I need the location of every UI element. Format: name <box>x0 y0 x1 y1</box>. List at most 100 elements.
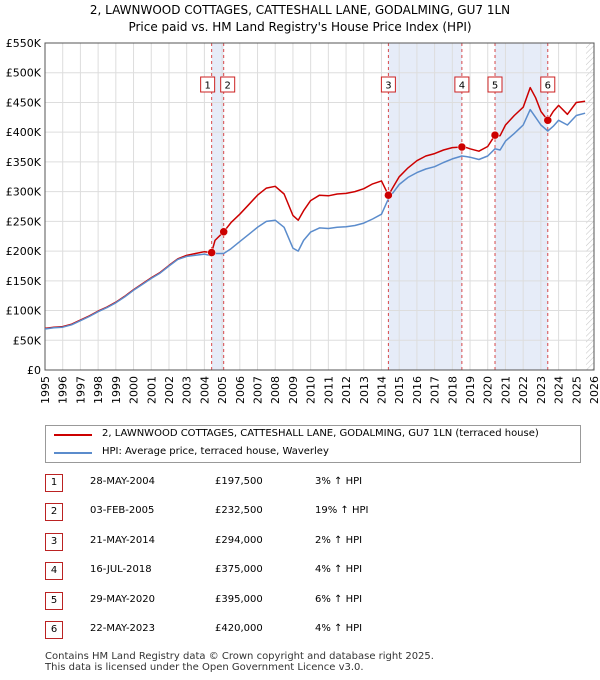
x-tick-label: 2013 <box>358 376 371 404</box>
sale-date: 28-MAY-2004 <box>90 476 156 487</box>
chart-title: 2, LAWNWOOD COTTAGES, CATTESHALL LANE, G… <box>0 2 600 36</box>
sale-hpi-change: 3% ↑ HPI <box>315 476 363 487</box>
sale-date: 29-MAY-2020 <box>90 593 156 605</box>
chart-title-line2: Price paid vs. HM Land Registry's House … <box>128 20 472 34</box>
legend-item-hpi: HPI: Average price, terraced house, Wave… <box>46 444 580 462</box>
y-tick-label: £150K <box>6 275 42 288</box>
ownership-period-shade <box>495 43 548 370</box>
x-tick-label: 2009 <box>287 376 300 404</box>
y-tick-label: £450K <box>6 96 42 109</box>
sale-date: 03-FEB-2005 <box>90 505 155 517</box>
plot-frame <box>44 42 595 371</box>
x-tick-label: 2015 <box>393 376 406 404</box>
x-tick-label: 2006 <box>234 376 247 404</box>
x-tick-label: 2016 <box>411 376 424 404</box>
hpi-line <box>44 108 586 330</box>
legend-label-hpi: HPI: Average price, terraced house, Wave… <box>102 446 329 457</box>
sale-price: £375,000 <box>215 564 263 576</box>
sale-row: 2 03-FEB-2005 £232,500 19% ↑ HPI <box>45 499 465 528</box>
footer-line2: This data is licensed under the Open Gov… <box>45 662 364 673</box>
x-tick-label: 1996 <box>57 376 70 404</box>
y-tick-label: £550K <box>6 37 42 50</box>
sale-date: 16-JUL-2018 <box>90 564 152 576</box>
sale-hpi-change: 4% ↑ HPI <box>315 564 363 576</box>
ownership-period-shade <box>388 43 462 370</box>
footer-line1: Contains HM Land Registry data © Crown c… <box>45 651 434 662</box>
x-tick-label: 2025 <box>570 376 583 404</box>
x-tick-label: 2010 <box>305 376 318 404</box>
y-tick-label: £100K <box>6 305 42 318</box>
sale-hpi-change: 2% ↑ HPI <box>315 534 363 546</box>
x-tick-label: 2003 <box>181 376 194 404</box>
footer-credits: Contains HM Land Registry data © Crown c… <box>45 651 434 673</box>
sale-point <box>543 116 553 125</box>
sale-row: 3 21-MAY-2014 £294,000 2% ↑ HPI <box>45 529 465 558</box>
x-tick-label: 2007 <box>252 376 265 404</box>
sale-number-label: 2 <box>225 81 231 92</box>
sale-point <box>207 248 216 257</box>
x-tick-label: 2020 <box>482 376 495 404</box>
x-tick-label: 2018 <box>446 376 459 404</box>
x-tick-label: 2023 <box>535 376 548 404</box>
y-tick-label: £400K <box>6 126 42 139</box>
sale-number-box <box>220 76 236 93</box>
x-tick-label: 1995 <box>39 376 52 404</box>
x-tick-label: 2000 <box>128 376 141 404</box>
sale-number-badge: 5 <box>45 591 63 610</box>
y-tick-label: £350K <box>6 156 42 169</box>
sale-number-box <box>454 76 470 93</box>
sale-number-box <box>200 76 216 93</box>
y-tick-label: £300K <box>6 186 42 199</box>
chart-legend: 2, LAWNWOOD COTTAGES, CATTESHALL LANE, G… <box>45 425 581 463</box>
y-tick-label: £0 <box>27 364 41 377</box>
sale-point <box>384 190 393 200</box>
x-tick-label: 2021 <box>499 376 512 404</box>
sale-number-badge: 3 <box>45 532 63 551</box>
sale-number-badge: 2 <box>45 503 63 522</box>
sale-date: 21-MAY-2014 <box>90 534 156 546</box>
x-tick-label: 2019 <box>464 376 477 404</box>
x-tick-label: 2001 <box>145 376 158 404</box>
sale-row: 5 29-MAY-2020 £395,000 6% ↑ HPI <box>45 588 465 617</box>
sale-number-label: 5 <box>492 81 498 92</box>
legend-item-property: 2, LAWNWOOD COTTAGES, CATTESHALL LANE, G… <box>46 426 580 444</box>
sale-price: £232,500 <box>215 505 263 517</box>
sale-price: £395,000 <box>215 593 263 605</box>
sale-number-badge: 6 <box>45 620 63 639</box>
legend-swatch-property <box>54 434 92 436</box>
sale-number-badge: 4 <box>45 562 63 581</box>
x-tick-label: 2005 <box>216 376 229 404</box>
sale-number-box <box>380 76 396 93</box>
x-tick-label: 2012 <box>340 376 353 404</box>
x-tick-label: 1999 <box>110 376 123 404</box>
sale-number-badge: 1 <box>45 474 63 492</box>
sale-hpi-change: 6% ↑ HPI <box>315 593 363 605</box>
sale-price: £197,500 <box>215 476 263 487</box>
sale-number-box <box>540 76 556 93</box>
x-tick-label: 2014 <box>375 376 388 404</box>
sale-price: £294,000 <box>215 534 263 546</box>
sale-date: 22-MAY-2023 <box>90 622 156 634</box>
ownership-period-shade <box>211 43 224 370</box>
y-tick-label: £50K <box>13 334 42 347</box>
sale-number-label: 1 <box>204 81 210 92</box>
y-tick-label: £500K <box>6 67 42 80</box>
x-tick-label: 1998 <box>92 376 105 404</box>
x-tick-label: 2004 <box>198 376 211 404</box>
sale-point <box>490 130 500 140</box>
sales-table: 1 28-MAY-2004 £197,500 3% ↑ HPI 2 03-FEB… <box>45 470 465 646</box>
legend-swatch-hpi <box>54 452 92 454</box>
sale-number-label: 6 <box>545 81 551 92</box>
x-tick-label: 2017 <box>429 376 442 404</box>
sale-hpi-change: 4% ↑ HPI <box>315 622 363 634</box>
sale-price: £420,000 <box>215 622 263 634</box>
sale-number-label: 3 <box>385 81 391 92</box>
forecast-hatch <box>586 43 594 370</box>
y-tick-label: £250K <box>6 215 42 228</box>
y-tick-label: £200K <box>6 245 42 258</box>
sale-point <box>457 142 467 152</box>
sale-number-box <box>487 76 503 93</box>
x-tick-label: 1997 <box>74 376 87 404</box>
x-tick-label: 2008 <box>269 376 282 404</box>
sale-row: 1 28-MAY-2004 £197,500 3% ↑ HPI <box>45 470 465 499</box>
